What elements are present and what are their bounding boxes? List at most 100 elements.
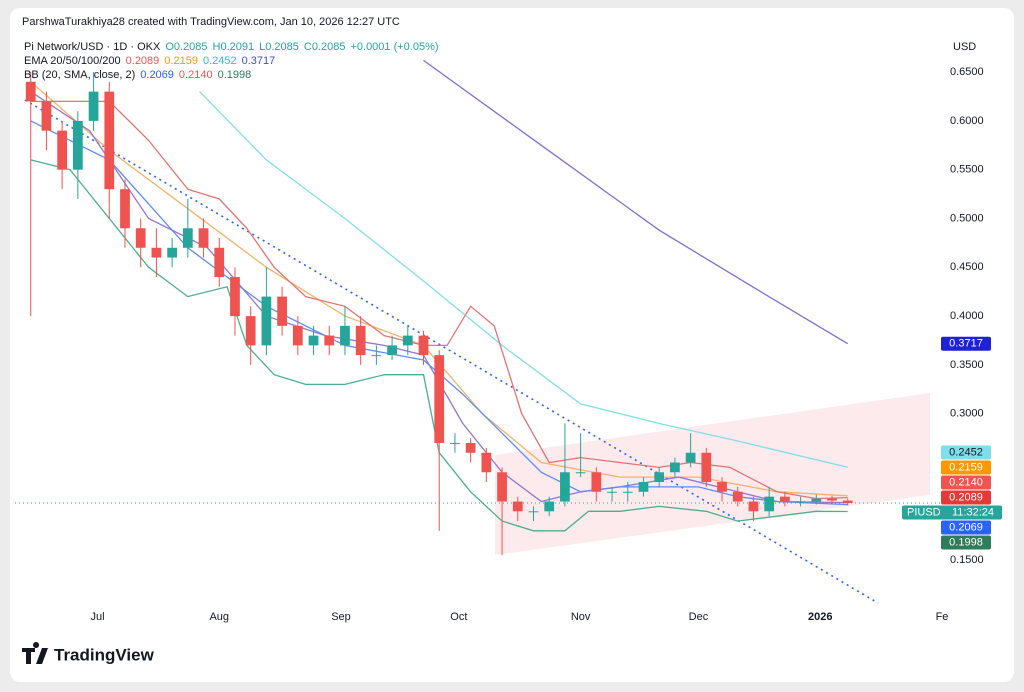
candle-body xyxy=(827,498,837,501)
candle-body xyxy=(167,247,177,258)
last-price-tag-bg xyxy=(902,505,1002,520)
candle-body xyxy=(135,228,146,248)
price-badge: 0.2089 xyxy=(949,491,983,503)
price-badge-bg xyxy=(941,445,991,460)
candle-body xyxy=(182,228,193,248)
price-badge: 0.1998 xyxy=(949,536,983,548)
candle-body xyxy=(57,130,68,170)
currency: USD xyxy=(953,41,976,53)
candle-body xyxy=(528,511,539,513)
card xyxy=(10,8,1014,682)
price-badge-bg xyxy=(941,475,991,490)
ema-value: 0.3717 xyxy=(242,55,276,67)
candle-body xyxy=(811,498,822,502)
price-badge: 0.3717 xyxy=(949,338,983,350)
candle-body xyxy=(685,452,696,463)
candle-body xyxy=(842,500,853,504)
brand: TradingView xyxy=(54,645,155,664)
ema-value: 0.2452 xyxy=(203,55,237,67)
candle-body xyxy=(748,501,759,512)
bb-value: 0.2140 xyxy=(179,69,213,81)
bb-value: 0.1998 xyxy=(218,69,252,81)
ohlc-value: C0.2085 xyxy=(304,41,346,53)
candle-body xyxy=(434,355,445,443)
ohlc-value: H0.2091 xyxy=(213,41,255,53)
candle-body xyxy=(591,472,602,492)
candle-body xyxy=(261,296,272,346)
indicator-line xyxy=(30,100,848,500)
candle-body xyxy=(88,91,99,121)
y-tick-label: 0.6000 xyxy=(950,115,984,127)
candle-body xyxy=(292,325,303,346)
candle-body xyxy=(324,335,335,346)
ema-label: EMA 20/50/100/200 xyxy=(24,55,121,67)
y-tick-label: 0.5000 xyxy=(950,212,984,224)
y-tick-label: 0.5500 xyxy=(950,164,984,176)
y-tick-label: 0.4000 xyxy=(950,310,984,322)
candle-body xyxy=(654,472,665,483)
symbol: Pi Network/USD · 1D · OKX xyxy=(24,41,161,53)
candle-body xyxy=(387,345,397,356)
credit: ParshwaTurakhiya28 created with TradingV… xyxy=(22,16,400,28)
ohlc-value: +0.0001 (+0.05%) xyxy=(350,41,438,53)
candle-body xyxy=(560,472,570,502)
candle-body xyxy=(245,316,256,346)
price-badge: 0.2140 xyxy=(949,476,983,488)
price-badge: 0.2452 xyxy=(949,446,983,458)
indicator-line xyxy=(30,120,848,506)
price-badge-bg xyxy=(941,490,991,505)
candle-body xyxy=(41,101,52,131)
legend: Pi Network/USD · 1D · OKX O0.2085 H0.2091 L… xyxy=(24,41,439,81)
price-badge: 0.2159 xyxy=(949,461,983,473)
candle-body xyxy=(277,296,287,326)
candle-body xyxy=(371,355,382,357)
indicator-line xyxy=(199,91,848,468)
candle-body xyxy=(25,81,36,102)
x-tick-label: Dec xyxy=(689,611,709,623)
candle-body xyxy=(214,247,225,278)
candle-body xyxy=(355,325,366,356)
x-tick-label: Fe xyxy=(936,611,949,623)
indicator-line xyxy=(423,59,849,345)
candle-body xyxy=(575,472,586,474)
candle-body xyxy=(497,472,507,502)
candle-body xyxy=(795,501,806,503)
indicator-line xyxy=(30,81,848,497)
candle-body xyxy=(622,491,633,493)
x-tick-label: Jul xyxy=(90,611,104,623)
candle-body xyxy=(151,247,162,258)
candle-body xyxy=(402,335,413,346)
ohlc-value: L0.2085 xyxy=(259,41,299,53)
y-tick-label: 0.4500 xyxy=(950,261,984,273)
candle-body xyxy=(104,91,115,190)
x-tick-label: 2026 xyxy=(808,611,832,623)
candle-body xyxy=(418,335,429,356)
bb-label: BB (20, SMA, close, 2) xyxy=(24,69,135,81)
candle-body xyxy=(308,335,319,346)
ohlc-value: O0.2085 xyxy=(165,41,207,53)
candle-body xyxy=(732,491,743,502)
brand-logo: TradingView xyxy=(22,642,155,664)
x-tick-label: Nov xyxy=(571,611,591,623)
candle-body xyxy=(780,496,790,502)
price-badge-bg xyxy=(941,520,991,535)
price-badge-bg xyxy=(941,460,991,475)
ema-value: 0.2089 xyxy=(126,55,160,67)
bb-value: 0.2069 xyxy=(140,69,174,81)
price-badge: 0.2069 xyxy=(949,521,983,533)
candle-body xyxy=(450,442,460,444)
x-tick-label: Oct xyxy=(450,611,467,623)
symbol-tag: PIUSD xyxy=(907,506,941,518)
candle-body xyxy=(717,482,727,492)
candle-body xyxy=(340,325,350,346)
ema-value: 0.2159 xyxy=(164,55,198,67)
candle-body xyxy=(701,452,712,483)
candle-body xyxy=(72,120,83,170)
candle-body xyxy=(670,462,680,473)
y-tick-label: 0.3000 xyxy=(950,408,984,420)
x-tick-label: Aug xyxy=(209,611,229,623)
candle-body xyxy=(198,228,209,248)
x-tick-label: Sep xyxy=(331,611,351,623)
